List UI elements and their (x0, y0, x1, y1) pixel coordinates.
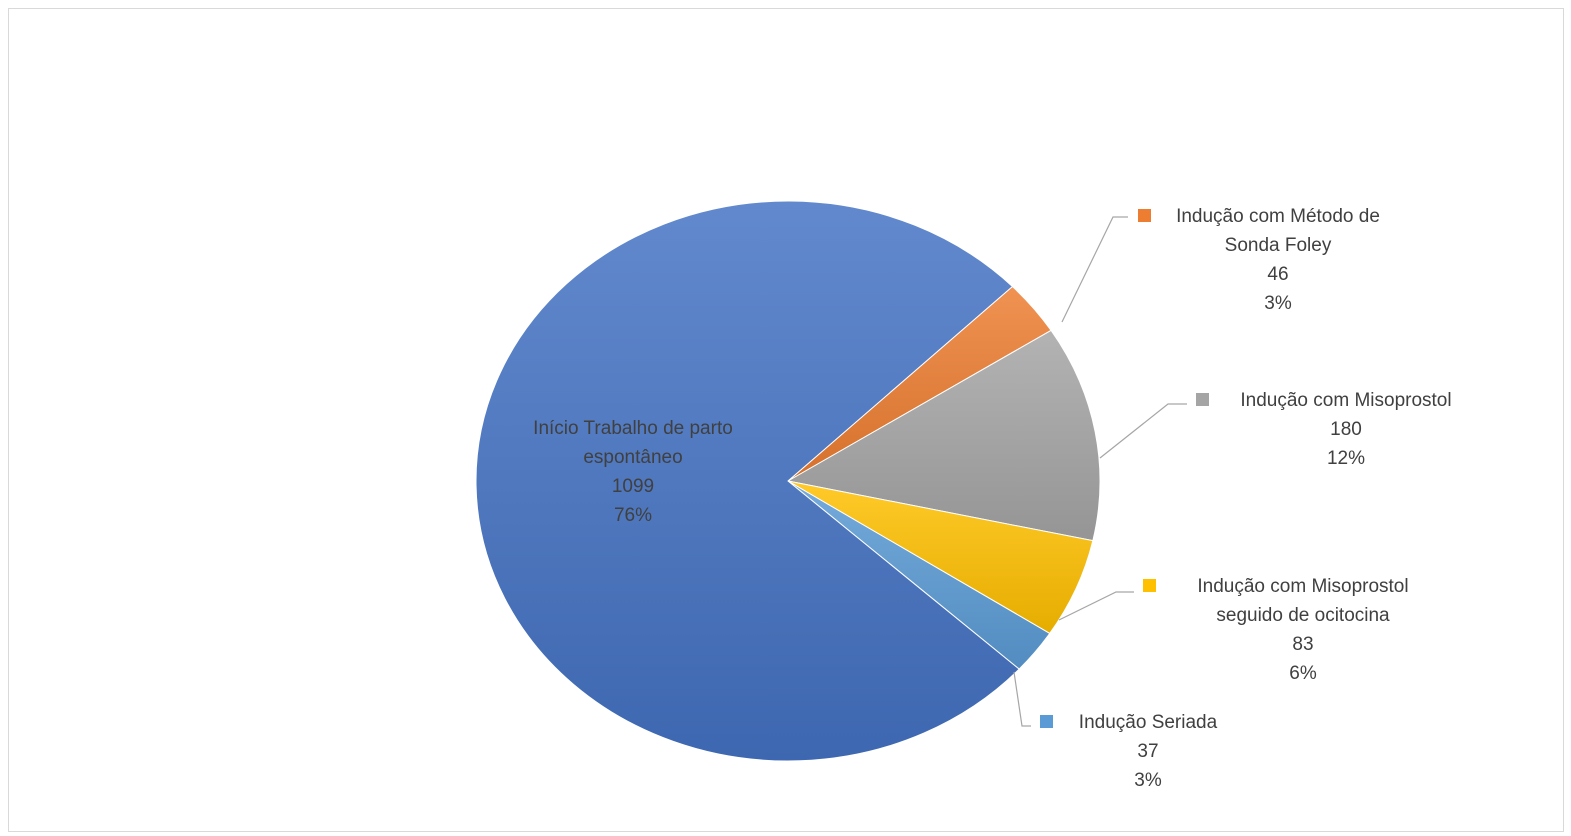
leader-line-inducao-com-metodo-de-sonda-foley (1061, 216, 1128, 323)
data-label-value-inducao-seriada: 37 (1137, 741, 1158, 762)
leader-line-inducao-seriada (1013, 671, 1031, 727)
data-label-value-inducao-com-metodo-de-sonda-foley: 46 (1267, 264, 1288, 285)
data-label-percent-inducao-com-metodo-de-sonda-foley: 3% (1264, 293, 1292, 314)
leader-line-inducao-com-misoprostol-seguido-de-ocitocina (1058, 591, 1134, 621)
data-label-name-inducao-com-misoprostol-seguido-de-ocitocina: Indução com Misoprostol (1197, 576, 1408, 597)
legend-key-inducao-com-misoprostol (1196, 393, 1209, 406)
data-label-name-inducao-com-metodo-de-sonda-foley: Indução com Método de (1176, 206, 1380, 227)
data-label-value-inducao-com-misoprostol: 180 (1330, 419, 1362, 440)
data-label-name-inicio-trabalho-de-parto-espontaneo: Início Trabalho de parto (533, 418, 733, 439)
data-label-percent-inducao-seriada: 3% (1134, 770, 1162, 791)
pie-slice-inducao-com-misoprostol (786, 329, 1101, 542)
pie-slice-inicio-trabalho-de-parto-espontaneo (475, 200, 1020, 762)
data-label-value-inducao-com-misoprostol-seguido-de-ocitocina: 83 (1292, 634, 1313, 655)
data-label-percent-inducao-com-misoprostol: 12% (1327, 448, 1365, 469)
data-label-percent-inducao-com-misoprostol-seguido-de-ocitocina: 6% (1289, 663, 1317, 684)
data-label-name-inducao-com-misoprostol-seguido-de-ocitocina: seguido de ocitocina (1216, 605, 1390, 626)
data-label-name-inducao-seriada: Indução Seriada (1079, 712, 1218, 733)
data-label-name-inducao-com-misoprostol: Indução com Misoprostol (1240, 390, 1451, 411)
legend-key-inducao-com-misoprostol-seguido-de-ocitocina (1143, 579, 1156, 592)
data-label-percent-inicio-trabalho-de-parto-espontaneo: 76% (614, 505, 652, 526)
leader-line-inducao-com-misoprostol (1099, 403, 1187, 459)
data-label-name-inducao-com-metodo-de-sonda-foley: Sonda Foley (1225, 235, 1332, 256)
legend-key-inducao-com-metodo-de-sonda-foley (1138, 209, 1151, 222)
data-label-value-inicio-trabalho-de-parto-espontaneo: 1099 (612, 476, 654, 497)
legend-key-inducao-seriada (1040, 715, 1053, 728)
data-label-name-inicio-trabalho-de-parto-espontaneo: espontâneo (583, 447, 682, 468)
